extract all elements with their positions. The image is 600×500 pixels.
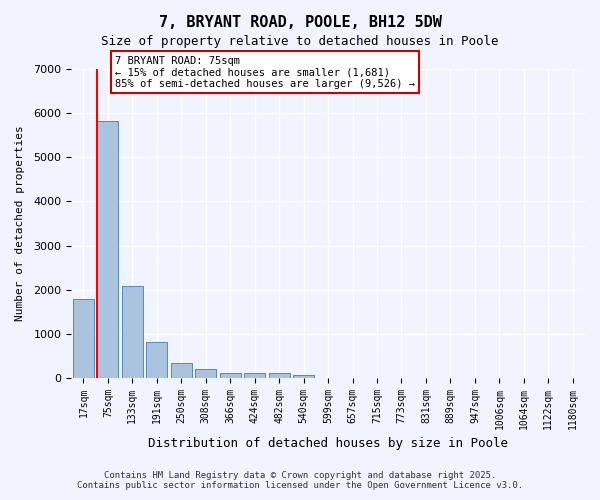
Text: 7 BRYANT ROAD: 75sqm
← 15% of detached houses are smaller (1,681)
85% of semi-de: 7 BRYANT ROAD: 75sqm ← 15% of detached h… [115, 56, 415, 89]
Bar [269, 374, 290, 378]
X-axis label: Distribution of detached houses by size in Poole: Distribution of detached houses by size … [148, 437, 508, 450]
Bar [196, 370, 216, 378]
Bar [97, 121, 118, 378]
Bar [73, 300, 94, 378]
Bar [244, 374, 265, 378]
Bar [171, 363, 191, 378]
Bar [220, 372, 241, 378]
Bar [146, 342, 167, 378]
Text: 7, BRYANT ROAD, POOLE, BH12 5DW: 7, BRYANT ROAD, POOLE, BH12 5DW [158, 15, 442, 30]
Bar [293, 374, 314, 378]
Bar [122, 286, 143, 378]
Y-axis label: Number of detached properties: Number of detached properties [15, 126, 25, 322]
Text: Contains HM Land Registry data © Crown copyright and database right 2025.
Contai: Contains HM Land Registry data © Crown c… [77, 470, 523, 490]
Text: Size of property relative to detached houses in Poole: Size of property relative to detached ho… [101, 35, 499, 48]
